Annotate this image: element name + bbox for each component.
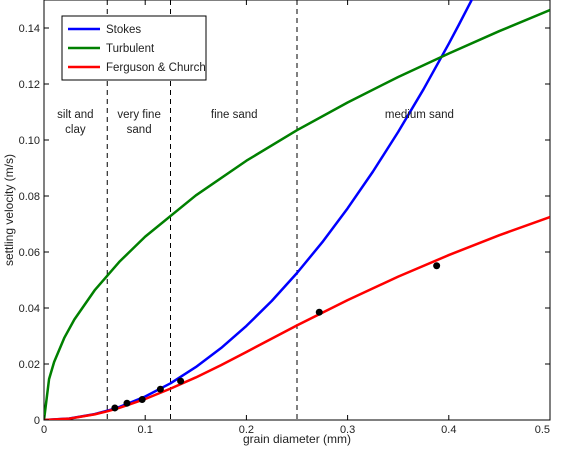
x-tick-label-4: 0.4 bbox=[441, 424, 456, 436]
y-tick-label-2: 0.04 bbox=[19, 303, 40, 315]
region-label-0-0: silt and bbox=[57, 109, 93, 121]
region-label-1-0: very fine bbox=[117, 109, 160, 121]
region-labels: silt and clay very fine sand fine sand medium… bbox=[57, 109, 454, 136]
series-line-turbulent bbox=[44, 8, 550, 420]
y-tick-label-1: 0.02 bbox=[19, 359, 40, 371]
y-tick-label-5: 0.10 bbox=[19, 135, 40, 147]
legend: Stokes Turbulent Ferguson & Church bbox=[61, 15, 207, 81]
y-tick-label-4: 0.08 bbox=[19, 191, 40, 203]
region-label-1-1: sand bbox=[127, 124, 152, 136]
x-tick-label-5: 0.5 bbox=[535, 424, 550, 436]
observation-point-1 bbox=[123, 399, 131, 407]
y-axis: 0 0.02 0.04 0.06 0.08 0.10 0.12 0.14 bbox=[19, 23, 550, 427]
observation-point-4 bbox=[177, 377, 185, 385]
legend-label-turbulent: Turbulent bbox=[106, 43, 155, 55]
y-tick-label-6: 0.12 bbox=[19, 79, 40, 91]
legend-label-ferguson-church: Ferguson & Church bbox=[106, 62, 206, 74]
y-tick-label-7: 0.14 bbox=[19, 23, 40, 35]
region-label-3-0: medium sand bbox=[385, 109, 454, 121]
observation-point-3 bbox=[156, 385, 164, 393]
boundary-lines bbox=[106, 0, 298, 420]
x-tick-label-0: 0 bbox=[41, 424, 47, 436]
region-label-2-0: fine sand bbox=[211, 109, 258, 121]
model-curves bbox=[44, 0, 550, 420]
observation-point-6 bbox=[433, 262, 441, 270]
region-label-0-1: clay bbox=[65, 124, 86, 136]
observation-points bbox=[111, 262, 441, 412]
x-tick-label-1: 0.1 bbox=[138, 424, 153, 436]
y-tick-label-0: 0 bbox=[34, 415, 40, 427]
series-line-ferguson-church bbox=[44, 215, 550, 420]
y-tick-label-3: 0.06 bbox=[19, 247, 40, 259]
x-axis-label: grain diameter (mm) bbox=[243, 432, 351, 446]
x-axis: 0 0.1 0.2 0.3 0.4 0.5 bbox=[41, 0, 551, 436]
x-tick-label-2: 0.2 bbox=[239, 424, 254, 436]
observation-point-0 bbox=[111, 404, 119, 412]
x-tick-label-3: 0.3 bbox=[340, 424, 355, 436]
observation-point-2 bbox=[138, 396, 146, 404]
y-axis-label: settling velocity (m/s) bbox=[2, 154, 16, 266]
observation-point-5 bbox=[315, 308, 323, 316]
legend-label-stokes: Stokes bbox=[106, 24, 141, 36]
